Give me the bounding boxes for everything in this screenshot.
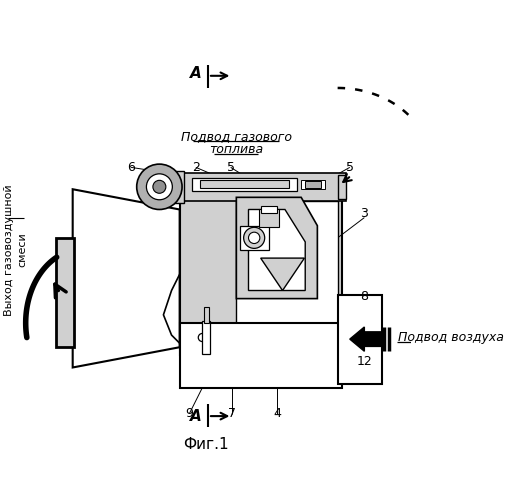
Circle shape <box>137 164 182 210</box>
Bar <box>236 202 338 352</box>
Text: 4: 4 <box>273 407 281 420</box>
Text: 5: 5 <box>227 161 235 174</box>
Bar <box>180 194 342 356</box>
Text: 6: 6 <box>127 161 135 174</box>
Bar <box>301 180 326 189</box>
Text: А: А <box>190 408 201 424</box>
Text: 7: 7 <box>228 407 236 420</box>
Bar <box>338 294 382 384</box>
Text: 2: 2 <box>192 161 200 174</box>
Bar <box>259 210 279 228</box>
Bar <box>261 206 277 212</box>
Text: 9: 9 <box>185 407 193 420</box>
Text: Подвод газового: Подвод газового <box>181 130 292 143</box>
Bar <box>160 170 184 203</box>
Bar <box>203 322 211 354</box>
Text: 8: 8 <box>361 290 368 304</box>
Polygon shape <box>261 258 305 290</box>
Polygon shape <box>73 189 180 368</box>
Bar <box>338 176 346 199</box>
Polygon shape <box>236 198 317 298</box>
Text: 3: 3 <box>361 207 368 220</box>
Polygon shape <box>248 210 305 290</box>
Bar <box>200 180 289 188</box>
Circle shape <box>198 334 207 342</box>
Circle shape <box>153 180 166 194</box>
FancyArrow shape <box>350 327 382 351</box>
Bar <box>57 238 74 347</box>
Text: Подвод воздуха: Подвод воздуха <box>398 331 504 344</box>
Bar <box>180 173 346 202</box>
Circle shape <box>146 174 172 200</box>
Text: топлива: топлива <box>209 143 264 156</box>
Text: 12: 12 <box>357 356 372 368</box>
Bar <box>305 181 321 188</box>
Text: А: А <box>190 66 201 81</box>
Bar <box>180 323 342 388</box>
Text: Выход газовоздушной
смеси: Выход газовоздушной смеси <box>5 184 28 316</box>
Text: Фиг.1: Фиг.1 <box>183 437 228 452</box>
Bar <box>240 226 269 250</box>
Circle shape <box>248 232 260 243</box>
Bar <box>204 306 209 323</box>
Circle shape <box>243 228 265 248</box>
Bar <box>192 178 297 191</box>
Text: 5: 5 <box>346 161 354 174</box>
